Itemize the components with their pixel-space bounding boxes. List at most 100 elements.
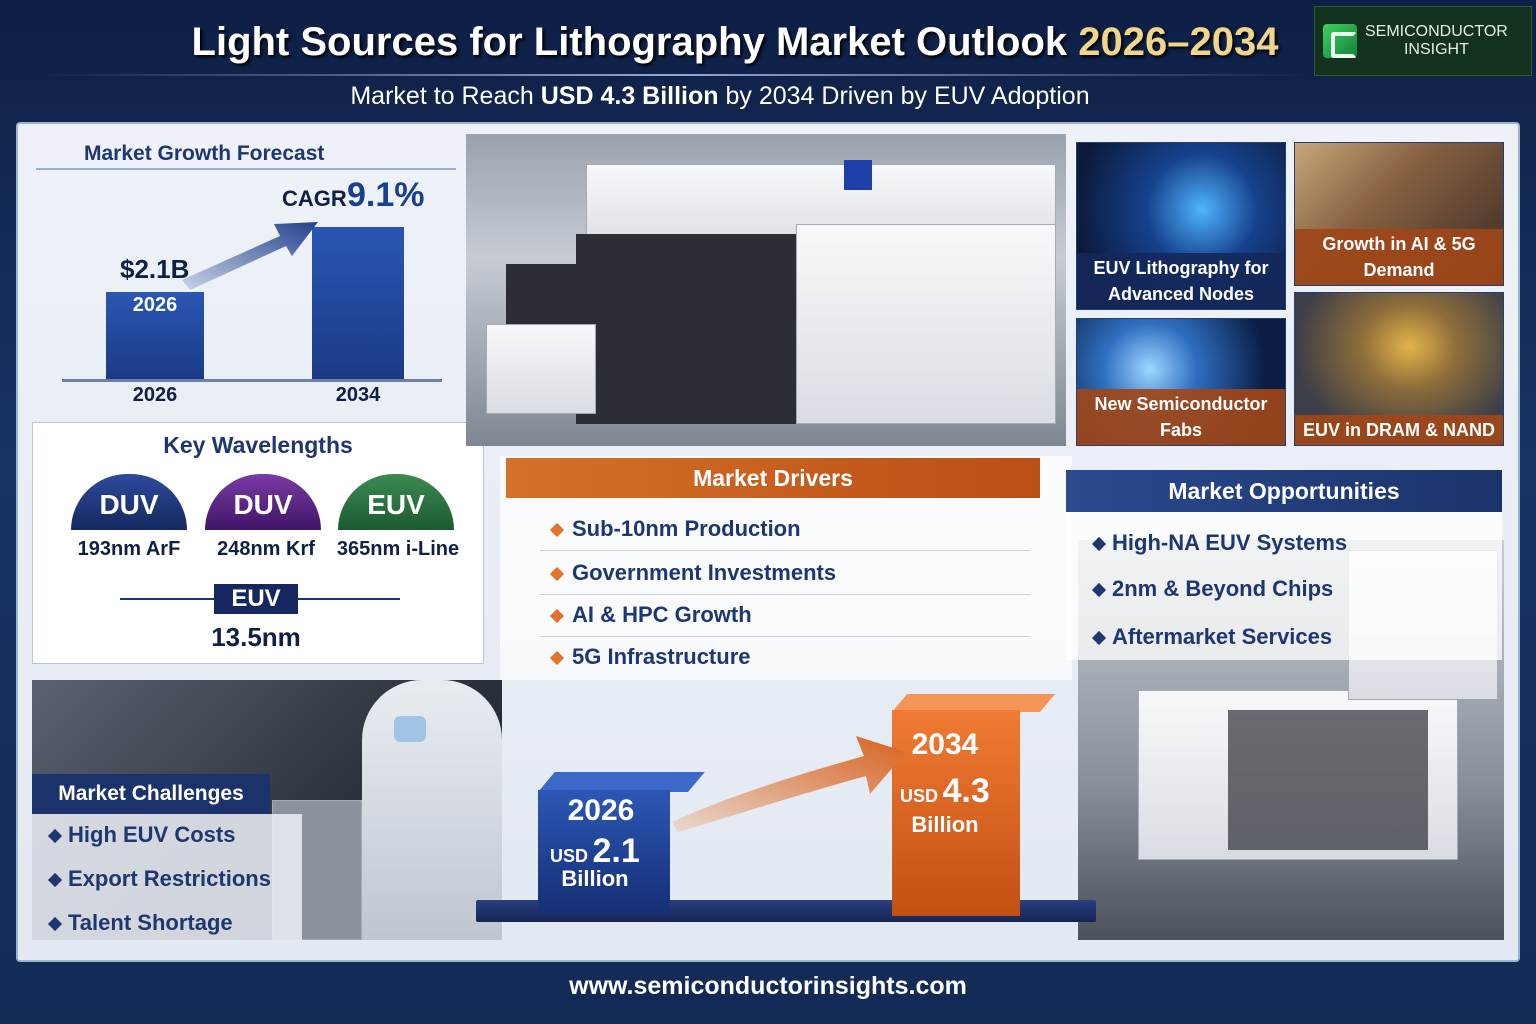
challenge-item: High EUV Costs [47,820,290,850]
growth-x-label-2026: 2026 [132,384,178,406]
chart-unit-2026: Billion [561,866,629,891]
worker-figure [362,680,502,940]
diamond-bullet-icon [549,609,565,624]
diamond-bullet-icon [549,523,565,538]
growth-forecast-title: Market Growth Forecast [84,142,325,165]
diamond-bullet-icon [1091,631,1107,646]
opportunity-item: 2nm & Beyond Chips [1091,574,1394,604]
thumbnail-caption: EUV in DRAM & NAND [1295,415,1503,445]
thumbnail-caption: Growth in AI & 5G Demand [1295,229,1503,285]
chart-currency: USD [550,846,589,866]
driver-divider [540,550,1030,551]
chart-growth-arrow-icon [672,736,906,832]
driver-item: Sub-10nm Production [549,514,1032,544]
wavelength-label-365: 365nm i-Line [336,538,460,560]
opportunity-text: High-NA EUV Systems [1112,530,1348,555]
machine-blue-panel [844,160,872,190]
growth-bar-2026 [106,292,204,380]
chart-label-2034-value: USD 4.3 [900,772,990,811]
title-main: Light Sources for Lithography Market Out… [191,20,1068,64]
lithography-machine-image [466,134,1066,446]
subtitle-post: by 2034 Driven by EUV Adoption [725,82,1090,110]
tool-core [1228,710,1428,850]
drivers-title: Market Drivers [506,458,1040,498]
challenge-item: Export Restrictions [47,864,290,894]
growth-bar-inner-label: 2026 [132,294,178,316]
growth-bar-2034 [312,227,404,380]
footer-url-link[interactable]: www.semiconductorinsights.com [569,972,967,1000]
challenges-panel [32,814,302,940]
subtitle-amount: USD 4.3 Billion [540,82,719,110]
machine-side-module [796,224,1056,424]
diamond-bullet-icon [1091,537,1107,552]
driver-divider [540,594,1030,595]
growth-arrow-icon [182,222,318,290]
subtitle-pre: Market to Reach [350,82,534,110]
machine-console [486,324,596,414]
driver-item: 5G Infrastructure [549,642,1032,672]
opportunity-text: 2nm & Beyond Chips [1112,576,1334,601]
growth-divider [36,168,456,170]
page-subtitle: Market to Reach USD 4.3 Billion by 2034 … [250,78,1190,114]
growth-value-2026: $2.1B [120,254,190,284]
chart-value: 2.1 [592,832,640,870]
driver-text: Sub-10nm Production [572,516,801,541]
logo-mark-icon [1323,24,1357,58]
thumbnail-caption: EUV Lithography for Advanced Nodes [1077,253,1285,309]
brand-logo: SEMICONDUCTOR INSIGHT [1314,6,1532,76]
euv-wavelength-value: 13.5nm [211,622,301,652]
opportunities-title: Market Opportunities [1066,470,1502,512]
opportunity-item: Aftermarket Services [1091,622,1394,652]
machine-core [576,234,796,424]
opportunities-panel [1066,512,1502,660]
opportunity-item: High-NA EUV Systems [1091,528,1394,558]
logo-text: SEMICONDUCTOR INSIGHT [1365,23,1508,59]
growth-axis [62,379,442,382]
challenge-text: High EUV Costs [68,822,236,847]
chart-bar-2034 [892,710,1020,916]
chart-currency: USD [900,786,939,806]
challenge-text: Talent Shortage [68,910,233,935]
growth-x-label-2034: 2034 [335,384,381,406]
logo-line-2: INSIGHT [1403,41,1469,58]
thumbnail-caption: New Semiconductor Fabs [1077,389,1285,445]
driver-text: Government Investments [572,560,837,585]
driver-text: 5G Infrastructure [572,644,751,669]
diamond-bullet-icon [47,873,63,888]
chart-bar-2026 [538,790,670,914]
machine-monitor [506,264,586,324]
diamond-bullet-icon [47,917,63,932]
cagr-label: CAGR [282,186,347,211]
wavelength-tag-duv-krf: DUV [205,474,321,530]
page-title: Light Sources for Lithography Market Out… [180,12,1290,72]
logo-line-1: SEMICONDUCTOR [1365,23,1508,40]
challenge-text: Export Restrictions [68,866,271,891]
wavelength-tag-euv: EUV [338,474,454,530]
driver-divider [540,636,1030,637]
diamond-bullet-icon [47,829,63,844]
diamond-bullet-icon [549,651,565,666]
opportunity-text: Aftermarket Services [1112,624,1333,649]
caption-line: EUV Lithography for [1093,258,1269,278]
thumbnail-euv-dram-nand: EUV in DRAM & NAND [1294,292,1504,446]
chart-value: 4.3 [942,772,990,810]
driver-text: AI & HPC Growth [572,602,752,627]
chart-unit-2034: Billion [911,812,979,837]
wavelengths-title: Key Wavelengths [163,432,353,458]
thumbnail-new-fabs: New Semiconductor Fabs [1076,318,1286,446]
challenge-item: Talent Shortage [47,908,290,938]
diamond-bullet-icon [1091,583,1107,598]
chart-label-2034-year: 2034 [911,728,979,761]
wavelength-label-248: 248nm Krf [217,538,315,560]
worker-mask [394,716,426,742]
driver-item: AI & HPC Growth [549,600,1032,630]
thumbnail-euv-advanced-nodes: EUV Lithography for Advanced Nodes [1076,142,1286,310]
challenges-title: Market Challenges [32,774,270,814]
title-years: 2026–2034 [1078,20,1279,64]
diamond-bullet-icon [549,567,565,582]
driver-item: Government Investments [549,558,1032,588]
wavelengths-panel [32,422,484,664]
euv-tag: EUV [214,584,298,614]
wavelength-label-193: 193nm ArF [77,538,181,560]
caption-line: Advanced Nodes [1107,284,1255,304]
